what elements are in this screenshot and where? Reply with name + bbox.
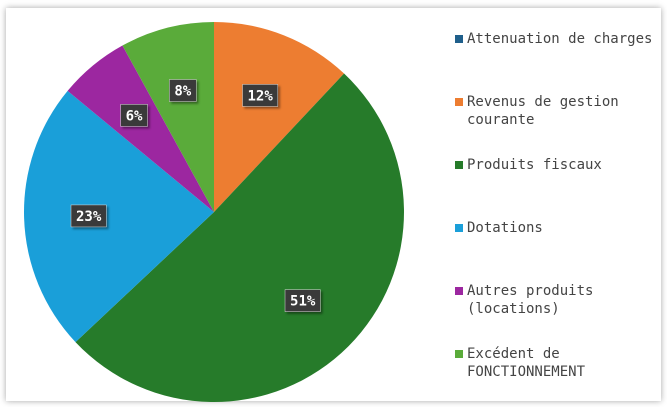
legend-item: Produits fiscaux [455,156,655,174]
data-label: 12% [242,84,279,107]
legend-swatch [455,98,463,106]
data-label-box [284,289,321,312]
legend-item: Excédent de FONCTIONNEMENT [455,345,655,381]
data-label-text: 8% [174,84,191,100]
data-label: 8% [169,79,197,102]
legend-item: Revenus de gestion courante [455,93,655,129]
pie-slice [75,73,404,402]
legend-item: Dotations [455,219,655,237]
data-label-text: 12% [248,88,274,104]
legend-swatch [455,161,463,169]
pie-slice [67,45,215,212]
legend-label: Dotations [467,220,543,236]
legend-item: Attenuation de charges [455,30,655,48]
data-label-box [120,104,148,127]
data-label: 23% [70,204,107,228]
pie-slice [122,22,214,212]
legend-item: Autres produits (locations) [455,282,655,318]
legend-label: Revenus de gestion courante [467,94,619,128]
legend-swatch [455,287,463,295]
data-label-text: 51% [290,294,316,310]
legend-label: Produits fiscaux [467,157,602,173]
data-label: 51% [284,289,321,312]
legend-label: Autres produits (locations) [467,283,594,317]
legend-swatch [455,35,463,43]
pie-slice [214,22,345,212]
legend-label: Attenuation de charges [467,31,653,47]
data-label-box [70,204,107,228]
data-label: 6% [120,104,148,127]
data-label-box [169,79,197,102]
data-label-box [242,84,279,107]
pie-slice [23,90,214,343]
legend-swatch [455,350,463,358]
legend-label: Excédent de FONCTIONNEMENT [467,346,586,380]
data-label-text: 23% [76,209,102,225]
data-label-text: 6% [126,108,143,124]
legend-swatch [455,224,463,232]
